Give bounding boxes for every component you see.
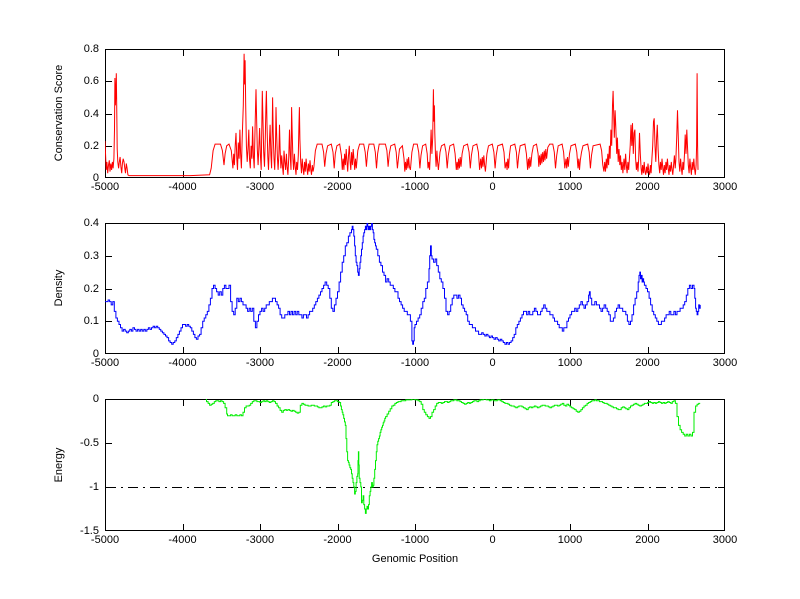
y-tick-label: -0.5 xyxy=(80,437,99,449)
x-tick-label: 0 xyxy=(489,357,496,369)
x-tick-label: -3000 xyxy=(245,181,275,193)
x-tick-label: -3000 xyxy=(245,357,275,369)
subplot-density xyxy=(105,223,725,354)
x-tick-label: 3000 xyxy=(712,534,738,546)
x-tick-label: -5000 xyxy=(90,357,120,369)
y-tick-label: 0 xyxy=(92,172,99,184)
y-tick-label: -1.5 xyxy=(80,525,99,537)
plot-canvas xyxy=(105,49,725,178)
x-tick-label: -2000 xyxy=(323,357,352,369)
x-tick-label: 1000 xyxy=(557,181,583,193)
axes-box xyxy=(105,223,725,354)
x-tick-label: -4000 xyxy=(168,357,197,369)
x-tick-label: 2000 xyxy=(635,181,660,193)
x-tick-label: -1000 xyxy=(400,357,430,369)
series-line xyxy=(205,399,701,514)
x-tick-label: -5000 xyxy=(90,181,120,193)
x-tick-label: -2000 xyxy=(323,181,352,193)
x-tick-label: 3000 xyxy=(712,181,738,193)
y-tick-label: 0.2 xyxy=(83,282,99,295)
x-tick-label: -1000 xyxy=(400,181,430,193)
series-line xyxy=(105,53,699,177)
x-tick-label: -5000 xyxy=(90,534,120,546)
y-tick-label: 0.3 xyxy=(83,249,99,262)
x-tick-label: 2000 xyxy=(635,357,660,369)
subplot-conservation-score xyxy=(105,49,725,178)
x-tick-label: -3000 xyxy=(245,534,275,546)
y-tick-label: 0.2 xyxy=(83,139,99,152)
y-axis-label-energy: Energy xyxy=(53,447,65,483)
x-tick-label: 0 xyxy=(489,534,496,546)
x-tick-label: -4000 xyxy=(168,534,197,546)
y-tick-label: -1 xyxy=(89,481,99,493)
subplot-energy xyxy=(105,399,725,531)
series-line xyxy=(105,223,701,345)
axes-box xyxy=(105,399,725,531)
y-tick-label: 0 xyxy=(92,348,99,360)
y-axis-label-density: Density xyxy=(53,269,65,307)
x-tick-label: -4000 xyxy=(168,181,197,193)
y-tick-label: 0.8 xyxy=(83,43,99,55)
x-tick-label: 1000 xyxy=(557,357,583,369)
x-tick-label: -1000 xyxy=(400,534,430,546)
x-tick-label: 2000 xyxy=(635,534,660,546)
x-tick-label: 1000 xyxy=(557,534,583,546)
plot-canvas xyxy=(105,399,725,531)
y-tick-label: 0 xyxy=(92,393,99,405)
y-axis-label-conservation-score: Conservation Score xyxy=(53,64,65,162)
x-tick-label: 0 xyxy=(489,181,496,193)
x-tick-label: 3000 xyxy=(712,357,738,369)
plot-canvas xyxy=(105,223,725,354)
x-tick-label: -2000 xyxy=(323,534,352,546)
x-axis-label-genomic-position: Genomic Position xyxy=(371,553,459,565)
y-tick-label: 0.4 xyxy=(83,217,99,229)
y-tick-label: 0.4 xyxy=(83,107,99,120)
axes-box xyxy=(105,49,725,178)
y-tick-label: 0.1 xyxy=(83,315,99,328)
y-tick-label: 0.6 xyxy=(83,75,99,88)
